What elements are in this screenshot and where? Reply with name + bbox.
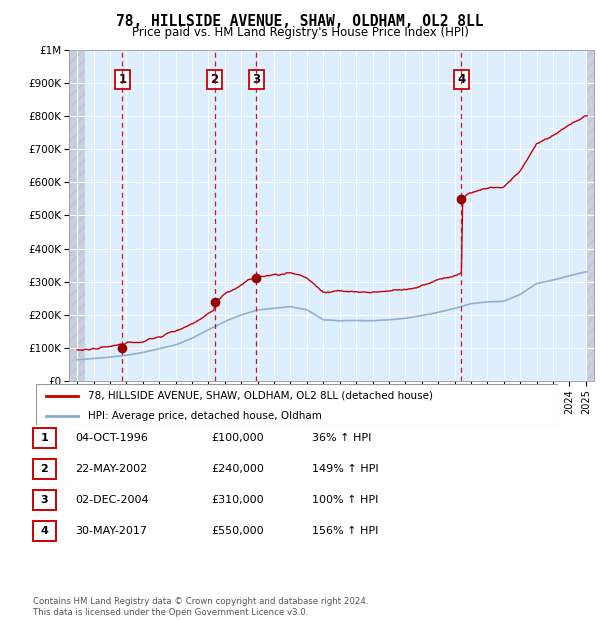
Text: 78, HILLSIDE AVENUE, SHAW, OLDHAM, OL2 8LL: 78, HILLSIDE AVENUE, SHAW, OLDHAM, OL2 8… bbox=[116, 14, 484, 29]
Text: 4: 4 bbox=[457, 73, 466, 86]
Text: £240,000: £240,000 bbox=[211, 464, 264, 474]
Text: 3: 3 bbox=[41, 495, 48, 505]
Text: 4: 4 bbox=[40, 526, 49, 536]
Text: 36% ↑ HPI: 36% ↑ HPI bbox=[312, 433, 371, 443]
Text: 22-MAY-2002: 22-MAY-2002 bbox=[75, 464, 147, 474]
Text: 30-MAY-2017: 30-MAY-2017 bbox=[75, 526, 147, 536]
Bar bbox=[587, 50, 594, 381]
Bar bbox=[69, 50, 85, 381]
Text: 1: 1 bbox=[41, 433, 48, 443]
Text: 02-DEC-2004: 02-DEC-2004 bbox=[75, 495, 149, 505]
Text: 2: 2 bbox=[41, 464, 48, 474]
Text: 149% ↑ HPI: 149% ↑ HPI bbox=[312, 464, 379, 474]
Text: 156% ↑ HPI: 156% ↑ HPI bbox=[312, 526, 379, 536]
Text: Contains HM Land Registry data © Crown copyright and database right 2024.
This d: Contains HM Land Registry data © Crown c… bbox=[33, 598, 368, 617]
Text: 78, HILLSIDE AVENUE, SHAW, OLDHAM, OL2 8LL (detached house): 78, HILLSIDE AVENUE, SHAW, OLDHAM, OL2 8… bbox=[88, 391, 433, 401]
Text: HPI: Average price, detached house, Oldham: HPI: Average price, detached house, Oldh… bbox=[88, 411, 322, 421]
Text: £100,000: £100,000 bbox=[211, 433, 264, 443]
Text: 3: 3 bbox=[252, 73, 260, 86]
Text: 1: 1 bbox=[118, 73, 127, 86]
Text: £310,000: £310,000 bbox=[211, 495, 264, 505]
Text: 100% ↑ HPI: 100% ↑ HPI bbox=[312, 495, 379, 505]
Text: Price paid vs. HM Land Registry's House Price Index (HPI): Price paid vs. HM Land Registry's House … bbox=[131, 26, 469, 39]
Text: 2: 2 bbox=[211, 73, 218, 86]
Text: £550,000: £550,000 bbox=[211, 526, 264, 536]
Text: 04-OCT-1996: 04-OCT-1996 bbox=[75, 433, 148, 443]
